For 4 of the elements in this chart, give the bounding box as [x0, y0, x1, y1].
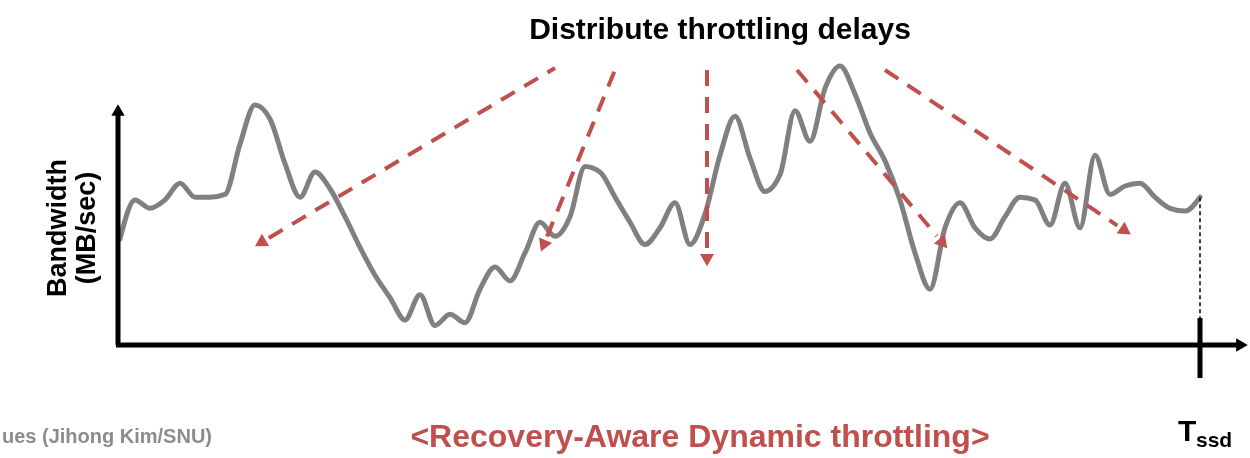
text: ues (Jihong Kim/SNU): [2, 425, 213, 447]
text: <Recovery-Aware Dynamic throttling>: [410, 418, 990, 454]
y-axis-title: Bandwidth (MB/sec): [42, 159, 101, 297]
chart-title: Distribute throttling delays: [529, 12, 911, 45]
